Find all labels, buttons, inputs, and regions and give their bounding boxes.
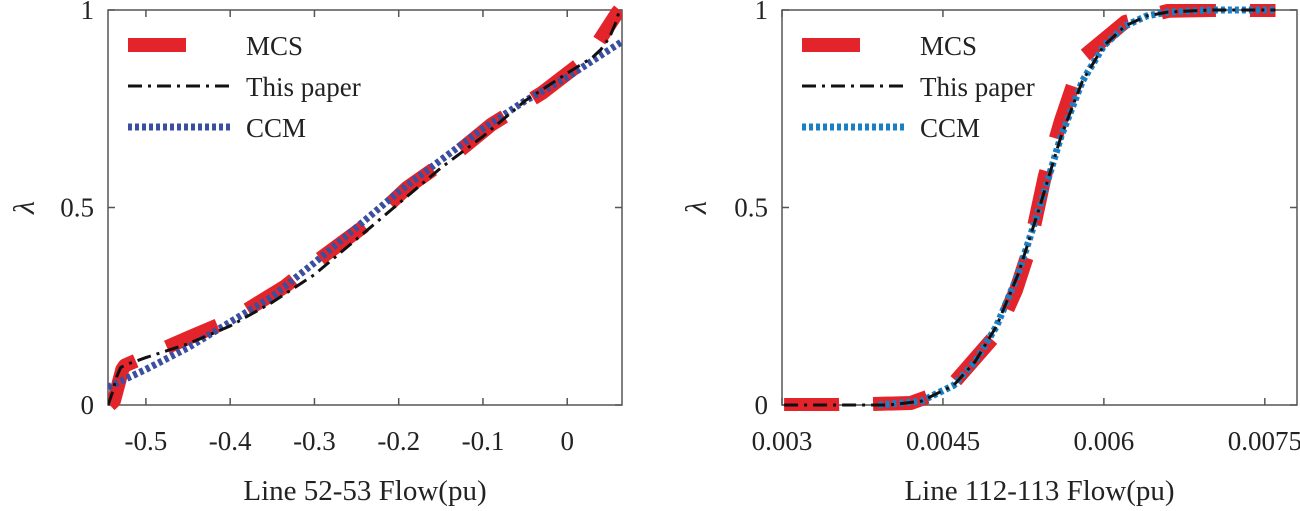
- x-tick-label: -0.5: [125, 426, 168, 456]
- series-line-this-paper: [108, 9, 621, 406]
- x-tick-label: -0.1: [462, 426, 505, 456]
- chart-panel-2: 0.003 0.0045 0.006 0.0075 0 0.5 1 Line 112-113 …: [680, 0, 1300, 507]
- y-tick-label: 0.5: [734, 193, 768, 223]
- series-line-mcs: [784, 4, 1276, 411]
- y-tick-label: 1: [81, 0, 95, 25]
- y-tick-label: 0.5: [60, 193, 94, 223]
- y-axis-label: λ: [680, 201, 713, 215]
- x-tick-label: -0.3: [293, 426, 336, 456]
- x-tick-label: -0.4: [209, 426, 252, 456]
- legend-label: CCM: [920, 113, 980, 143]
- series-line-ccm: [878, 6, 1276, 409]
- legend-label: This paper: [246, 72, 361, 102]
- x-tick-label: -0.2: [377, 426, 420, 456]
- x-tick-label: 0.003: [752, 426, 813, 456]
- legend-label: This paper: [920, 72, 1035, 102]
- y-tick-label: 1: [755, 0, 769, 25]
- y-axis-label: λ: [8, 201, 41, 215]
- legend-label: CCM: [246, 113, 306, 143]
- x-tick-label: 0.0075: [1228, 426, 1300, 456]
- legend-label: MCS: [920, 31, 977, 61]
- x-axis-label: Line 112-113 Flow(pu): [904, 475, 1174, 507]
- x-tick-label: 0: [560, 426, 574, 456]
- y-tick-label: 0: [755, 390, 769, 420]
- series-line-mcs: [108, 5, 622, 411]
- legend-label: MCS: [246, 31, 303, 61]
- y-tick-label: 0: [81, 390, 95, 420]
- series-line-this-paper: [784, 8, 1276, 407]
- x-tick-label: 0.0045: [906, 426, 980, 456]
- x-axis-label: Line 52-53 Flow(pu): [243, 475, 486, 507]
- x-tick-label: 0.006: [1074, 426, 1135, 456]
- chart-panel-1: -0.5 -0.4 -0.3 -0.2 -0.1 0 0 0.5 1 Line 52-53 Flo…: [8, 0, 623, 507]
